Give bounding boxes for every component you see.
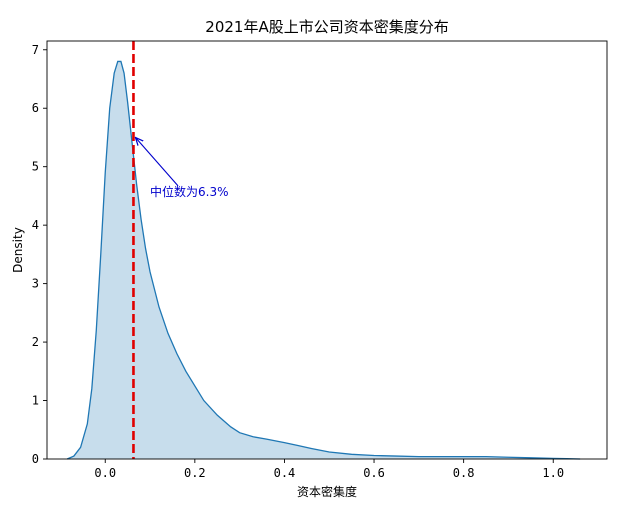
- y-tick-label: 0: [32, 452, 39, 466]
- y-axis-label: Density: [11, 227, 25, 273]
- x-tick-label: 0.2: [184, 466, 206, 480]
- median-annotation-label: 中位数为6.3%: [150, 184, 229, 199]
- y-tick-label: 6: [32, 101, 39, 115]
- y-tick-label: 5: [32, 160, 39, 174]
- x-axis-ticks: 0.0 0.2 0.4 0.6 0.8 1.0: [94, 459, 564, 480]
- x-tick-label: 0.0: [94, 466, 116, 480]
- plot-frame: [46, 40, 608, 460]
- x-tick-label: 1.0: [542, 466, 564, 480]
- chart-title: 2021年A股上市公司资本密集度分布: [205, 18, 448, 36]
- y-tick-label: 7: [32, 43, 39, 57]
- density-fill-area: [67, 61, 581, 460]
- y-tick-label: 2: [32, 335, 39, 349]
- x-axis-label: 资本密集度: [297, 484, 357, 499]
- y-tick-label: 1: [32, 394, 39, 408]
- median-annotation-arrow: [135, 137, 179, 187]
- y-tick-label: 4: [32, 218, 39, 232]
- y-axis-ticks: 0 1 2 3 4 5 6 7: [32, 43, 47, 466]
- y-tick-label: 3: [32, 277, 39, 291]
- x-tick-label: 0.8: [453, 466, 475, 480]
- x-tick-label: 0.6: [363, 466, 385, 480]
- density-curve-line: [66, 60, 581, 460]
- plot-area: 中位数为6.3%: [66, 41, 581, 460]
- x-tick-label: 0.4: [274, 466, 296, 480]
